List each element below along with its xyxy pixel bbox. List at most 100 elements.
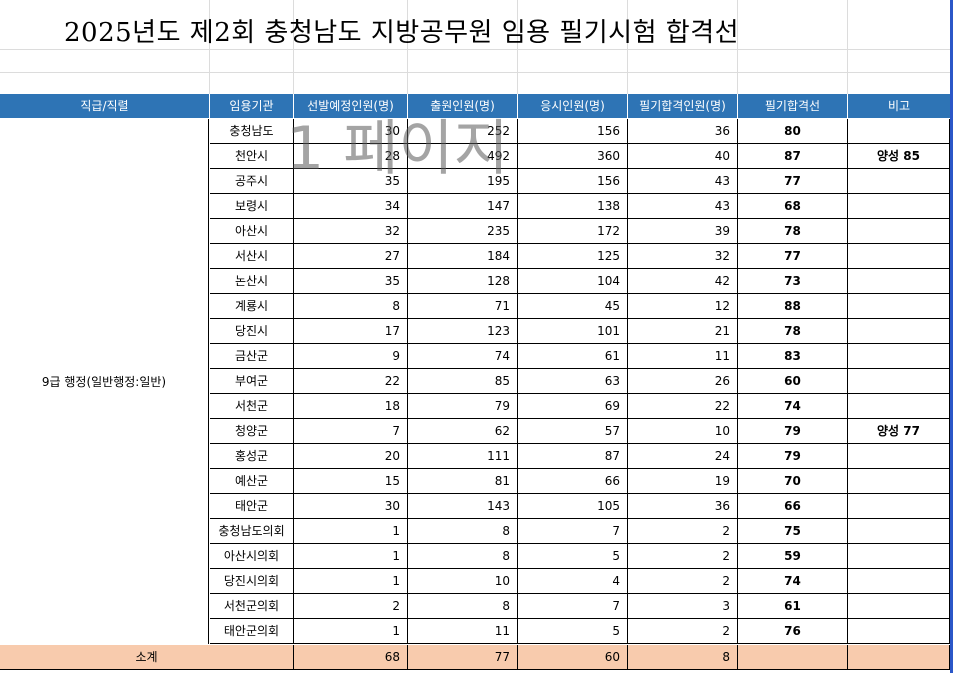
cell-note[interactable]: [848, 569, 950, 594]
cell-take[interactable]: 87: [518, 444, 628, 469]
cell-take[interactable]: 57: [518, 419, 628, 444]
cell-plan[interactable]: 30: [294, 119, 408, 144]
cell-pass[interactable]: 39: [628, 219, 738, 244]
cell-apply[interactable]: 71: [408, 294, 518, 319]
cell-org[interactable]: 금산군: [210, 344, 294, 369]
cell-pass[interactable]: 12: [628, 294, 738, 319]
header-cut[interactable]: 필기합격선: [738, 94, 848, 118]
header-apply[interactable]: 출원인원(명): [408, 94, 518, 118]
cell-note[interactable]: [848, 219, 950, 244]
cell-plan[interactable]: 35: [294, 269, 408, 294]
cell-pass[interactable]: 36: [628, 494, 738, 519]
cell-take[interactable]: 4: [518, 569, 628, 594]
cell-pass[interactable]: 2: [628, 544, 738, 569]
cell-org[interactable]: 천안시: [210, 144, 294, 169]
cell-cut[interactable]: 70: [738, 469, 848, 494]
cell-apply[interactable]: 11: [408, 619, 518, 644]
cell-plan[interactable]: 15: [294, 469, 408, 494]
header-note[interactable]: 비고: [887, 99, 911, 113]
cell-apply[interactable]: 147: [408, 194, 518, 219]
cell-apply[interactable]: 81: [408, 469, 518, 494]
cell-org[interactable]: 공주시: [210, 169, 294, 194]
header-take[interactable]: 응시인원(명): [518, 94, 628, 118]
cell-pass[interactable]: 43: [628, 194, 738, 219]
cell-note[interactable]: [848, 269, 950, 294]
cell-apply[interactable]: 184: [408, 244, 518, 269]
cell-apply[interactable]: 74: [408, 344, 518, 369]
cell-pass[interactable]: 40: [628, 144, 738, 169]
cell-cut[interactable]: 68: [738, 194, 848, 219]
cell-cut[interactable]: 88: [738, 294, 848, 319]
cell-org[interactable]: 아산시의회: [210, 544, 294, 569]
cell-take[interactable]: 125: [518, 244, 628, 269]
cell-take[interactable]: 63: [518, 369, 628, 394]
subtotal-plan[interactable]: 68: [294, 645, 408, 670]
cell-plan[interactable]: 20: [294, 444, 408, 469]
cell-pass[interactable]: 32: [628, 244, 738, 269]
cell-cut[interactable]: 83: [738, 344, 848, 369]
cell-cut[interactable]: 66: [738, 494, 848, 519]
cell-pass[interactable]: 43: [628, 169, 738, 194]
cell-cut[interactable]: 75: [738, 519, 848, 544]
cell-apply[interactable]: 492: [408, 144, 518, 169]
cell-org[interactable]: 서천군의회: [210, 594, 294, 619]
header-plan[interactable]: 선발예정인원(명): [294, 94, 408, 118]
cell-take[interactable]: 156: [518, 169, 628, 194]
cell-pass[interactable]: 2: [628, 519, 738, 544]
cell-note[interactable]: [848, 394, 950, 419]
cell-apply[interactable]: 195: [408, 169, 518, 194]
cell-cut[interactable]: 80: [738, 119, 848, 144]
cell-plan[interactable]: 1: [294, 519, 408, 544]
cell-apply[interactable]: 10: [408, 569, 518, 594]
job-cell[interactable]: 9급 행정(일반행정:일반): [0, 119, 209, 644]
cell-apply[interactable]: 111: [408, 444, 518, 469]
cell-plan[interactable]: 34: [294, 194, 408, 219]
cell-take[interactable]: 156: [518, 119, 628, 144]
cell-cut[interactable]: 78: [738, 219, 848, 244]
cell-cut[interactable]: 73: [738, 269, 848, 294]
cell-note[interactable]: [848, 319, 950, 344]
cell-pass[interactable]: 36: [628, 119, 738, 144]
cell-cut[interactable]: 77: [738, 244, 848, 269]
cell-apply[interactable]: 235: [408, 219, 518, 244]
cell-take[interactable]: 5: [518, 544, 628, 569]
cell-take[interactable]: 104: [518, 269, 628, 294]
cell-plan[interactable]: 30: [294, 494, 408, 519]
cell-org[interactable]: 충청남도의회: [210, 519, 294, 544]
header-pass[interactable]: 필기합격인원(명): [628, 94, 738, 118]
cell-org[interactable]: 당진시: [210, 319, 294, 344]
cell-apply[interactable]: 85: [408, 369, 518, 394]
cell-plan[interactable]: 35: [294, 169, 408, 194]
cell-cut[interactable]: 74: [738, 394, 848, 419]
subtotal-cut[interactable]: [738, 645, 848, 670]
subtotal-apply[interactable]: 77: [408, 645, 518, 670]
cell-apply[interactable]: 8: [408, 594, 518, 619]
cell-apply[interactable]: 143: [408, 494, 518, 519]
cell-note[interactable]: [848, 119, 950, 144]
cell-note[interactable]: [848, 519, 950, 544]
cell-note[interactable]: [848, 169, 950, 194]
cell-take[interactable]: 7: [518, 519, 628, 544]
cell-plan[interactable]: 1: [294, 619, 408, 644]
cell-pass[interactable]: 10: [628, 419, 738, 444]
cell-note[interactable]: [848, 494, 950, 519]
cell-org[interactable]: 예산군: [210, 469, 294, 494]
cell-plan[interactable]: 8: [294, 294, 408, 319]
cell-take[interactable]: 5: [518, 619, 628, 644]
cell-org[interactable]: 태안군: [210, 494, 294, 519]
cell-note[interactable]: 양성 77: [848, 419, 950, 444]
cell-take[interactable]: 7: [518, 594, 628, 619]
cell-pass[interactable]: 24: [628, 444, 738, 469]
cell-take[interactable]: 105: [518, 494, 628, 519]
cell-take[interactable]: 360: [518, 144, 628, 169]
subtotal-label[interactable]: 소계: [0, 645, 294, 670]
cell-cut[interactable]: 60: [738, 369, 848, 394]
cell-take[interactable]: 61: [518, 344, 628, 369]
cell-note[interactable]: [848, 544, 950, 569]
cell-apply[interactable]: 62: [408, 419, 518, 444]
cell-note[interactable]: [848, 244, 950, 269]
cell-pass[interactable]: 2: [628, 569, 738, 594]
cell-note[interactable]: [848, 444, 950, 469]
cell-plan[interactable]: 17: [294, 319, 408, 344]
cell-apply[interactable]: 123: [408, 319, 518, 344]
